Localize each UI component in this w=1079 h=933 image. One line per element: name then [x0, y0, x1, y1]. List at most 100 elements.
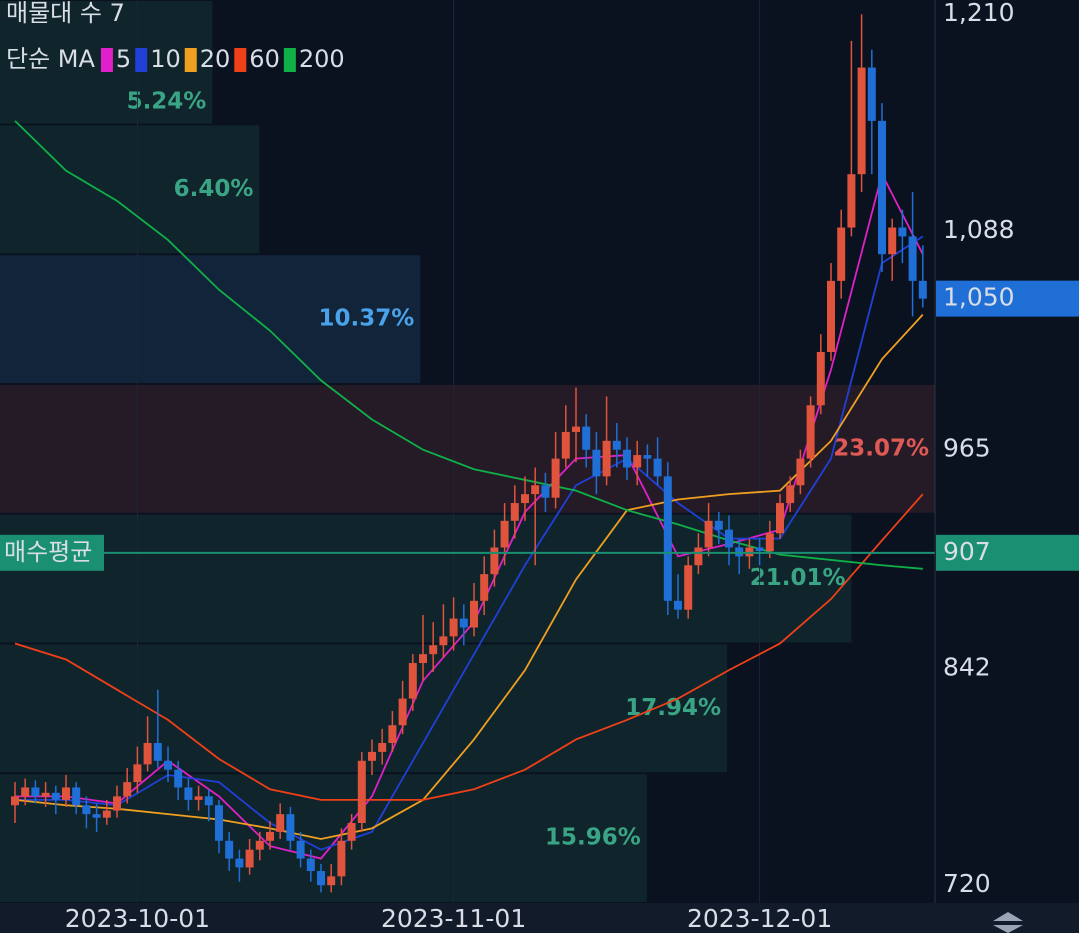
- candle-body: [408, 663, 417, 699]
- candle-body: [123, 782, 132, 797]
- legend-swatch: [184, 48, 197, 72]
- candle-body: [245, 849, 254, 868]
- candle-body: [164, 760, 172, 770]
- candle-body: [786, 485, 795, 504]
- avg-buy-tag-bg: [0, 534, 104, 571]
- ma-line: [14, 314, 924, 840]
- candle-body: [857, 67, 866, 175]
- y-tick-label: 842: [943, 652, 991, 681]
- candle-body: [878, 120, 886, 255]
- candle-body: [898, 227, 907, 237]
- scroll-icon[interactable]: [993, 912, 1023, 933]
- candle-body: [266, 831, 274, 841]
- candle-body: [653, 458, 662, 477]
- candle-body: [286, 814, 295, 841]
- candle-body: [459, 618, 468, 628]
- candle-body: [439, 636, 448, 646]
- candle-body: [663, 476, 672, 601]
- profile-bar: [0, 384, 935, 513]
- candle-body: [592, 449, 601, 477]
- candle-body: [153, 743, 162, 761]
- candle-body: [674, 600, 682, 610]
- candle-body: [41, 792, 50, 797]
- candle-body: [235, 858, 244, 868]
- candle-body: [908, 236, 917, 281]
- candle-body: [31, 787, 40, 797]
- candle-body: [918, 280, 927, 299]
- candle-body: [816, 351, 825, 406]
- candle-body: [500, 520, 509, 548]
- candle-body: [419, 654, 427, 664]
- legend-label: 60: [249, 45, 280, 73]
- candle-body: [531, 485, 540, 495]
- profile-label: 10.37%: [318, 306, 414, 332]
- candle-body: [776, 503, 784, 534]
- candle-body: [357, 760, 366, 824]
- candle-body: [765, 533, 774, 552]
- candle-body: [490, 547, 499, 575]
- legend-swatch: [234, 48, 247, 72]
- legend-swatch: [283, 48, 296, 72]
- y-tick-label: 1,210: [943, 0, 1015, 27]
- candle-body: [714, 520, 723, 530]
- candle-body: [561, 431, 570, 459]
- candle-body: [388, 725, 397, 744]
- candle-body: [480, 574, 489, 601]
- candle-body: [378, 743, 387, 752]
- legend-label: 20: [200, 45, 231, 73]
- candle-body: [612, 440, 621, 450]
- avg-buy-price: 907: [943, 537, 991, 566]
- candle-body: [510, 503, 519, 521]
- legend-swatch: [135, 48, 148, 72]
- legend-swatch: [100, 48, 113, 72]
- ma-label: 단순 MA: [6, 45, 95, 73]
- y-tick-label: 1,088: [943, 215, 1015, 244]
- candle-body: [102, 810, 111, 818]
- avg-buy-name: 매수평균: [4, 538, 92, 566]
- candle-body: [11, 796, 19, 806]
- icon-down[interactable]: [993, 925, 1023, 933]
- candle-body: [194, 796, 203, 800]
- candle-body: [62, 787, 70, 800]
- ma-line: [14, 493, 924, 801]
- candle-body: [337, 840, 346, 877]
- candle-body: [582, 426, 591, 450]
- candle-body: [572, 426, 580, 432]
- profile-label: 5.24%: [127, 89, 207, 115]
- profile-label: 6.40%: [174, 176, 254, 202]
- avg-buy-price-bg: [936, 534, 1079, 571]
- candle-body: [306, 858, 315, 872]
- current-price-bg: [936, 280, 1079, 317]
- candle-body: [204, 796, 213, 806]
- candle-body: [327, 876, 336, 886]
- candle-body: [867, 67, 876, 121]
- candle-body: [725, 529, 733, 548]
- current-price: 1,050: [943, 283, 1015, 312]
- profile-label: 17.94%: [625, 695, 721, 721]
- candle-body: [551, 458, 560, 498]
- candle-body: [623, 449, 631, 468]
- candle-body: [255, 840, 264, 850]
- candle-body: [470, 600, 478, 628]
- candle-body: [21, 787, 30, 797]
- candle-body: [296, 840, 305, 859]
- candle-body: [82, 805, 91, 815]
- icon-up[interactable]: [993, 912, 1023, 921]
- candle-body: [521, 494, 529, 504]
- candle-body: [684, 565, 693, 610]
- ma-line: [14, 120, 923, 570]
- candle-body: [347, 823, 356, 841]
- volume-profile: 15.96% 17.94% 21.01% 23.07% 10.37% 6.40% 5.24%: [0, 1, 935, 902]
- x-tick-label: 2023-12-01: [687, 904, 832, 933]
- candle-body: [276, 814, 285, 832]
- y-tick-label: 965: [943, 434, 991, 463]
- candle-body: [796, 458, 805, 486]
- candle-body: [317, 871, 325, 886]
- candle-body: [449, 618, 458, 637]
- candle-body: [133, 764, 142, 783]
- legend: 단순 MA 5 10 20 60 200: [6, 45, 345, 73]
- candle-body: [174, 769, 183, 788]
- header-title: 매물대 수 7: [6, 0, 125, 27]
- candle-body: [51, 792, 60, 800]
